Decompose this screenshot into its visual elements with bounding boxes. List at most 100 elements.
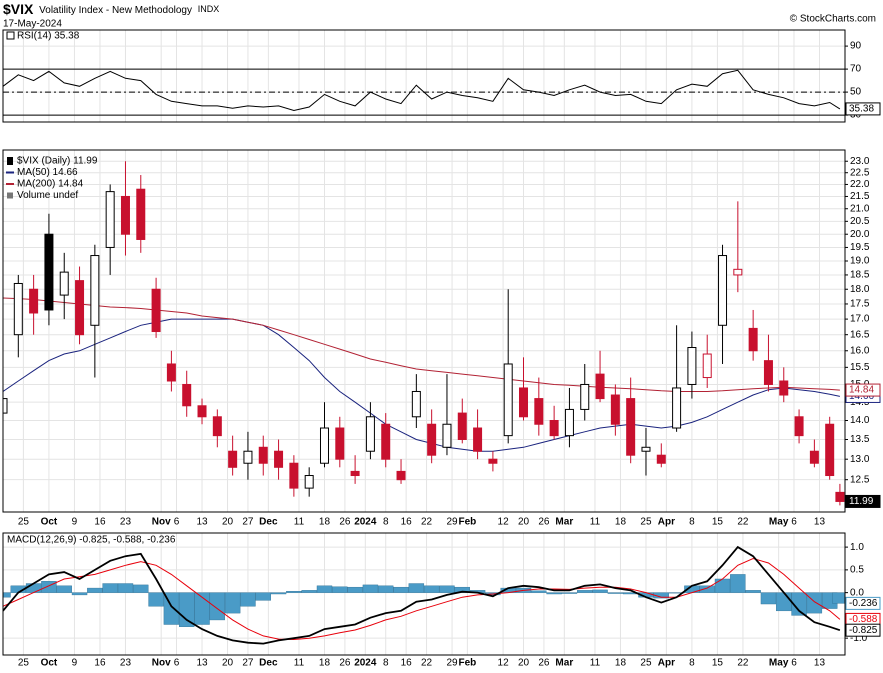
candle-body — [534, 398, 544, 425]
histogram-bar — [760, 592, 777, 605]
histogram-bar — [607, 592, 624, 594]
y-tick-label: 13.5 — [850, 434, 870, 445]
histogram-bar — [776, 592, 792, 612]
candle-body — [13, 282, 23, 336]
x-tick-label: Nov — [152, 658, 171, 669]
candle-body — [381, 423, 391, 460]
header: $VIX Volatility Index - New Methodology … — [3, 1, 219, 17]
x-tick-label: 20 — [222, 658, 234, 669]
histogram-bar — [832, 592, 845, 604]
x-tick-label: 6 — [174, 658, 180, 669]
histogram-bar — [25, 583, 42, 593]
x-tick-label: 25 — [640, 517, 652, 528]
y-tick-label: 18.0 — [850, 284, 870, 295]
x-tick-label: 8 — [689, 658, 695, 669]
candle-body — [626, 398, 636, 456]
y-tick-label: 19.5 — [850, 242, 870, 253]
candle-body — [835, 491, 845, 502]
candle-body — [825, 423, 835, 477]
x-tick-label: 11 — [590, 658, 601, 669]
histogram-bar — [531, 590, 547, 593]
x-tick-label: 8 — [383, 517, 389, 528]
y-tick-label: 0.0 — [850, 587, 864, 598]
y-tick-label: 22.0 — [850, 179, 870, 190]
histogram-bar — [87, 587, 103, 593]
histogram-bar — [133, 584, 149, 593]
candle-body — [182, 383, 192, 407]
x-tick-label: Oct — [41, 517, 58, 528]
x-tick-label: 22 — [421, 658, 433, 669]
histogram-bar — [347, 586, 363, 593]
x-tick-label: Mar — [555, 658, 573, 669]
x-tick-label: 15 — [712, 517, 724, 528]
y-tick-label: 17.0 — [850, 314, 870, 325]
x-tick-label: 23 — [120, 658, 132, 669]
histogram-bar — [117, 583, 134, 593]
legend-label: Volume undef — [17, 190, 78, 201]
legend-label: $VIX (Daily) 11.99 — [17, 156, 98, 167]
security-name: Volatility Index - New Methodology — [39, 5, 192, 16]
candle-body — [488, 458, 498, 464]
histogram-bar — [393, 586, 409, 593]
x-tick-label: May — [769, 517, 789, 528]
candle-body — [59, 271, 69, 296]
y-tick-label: 18.5 — [850, 270, 870, 281]
x-tick-label: 26 — [339, 658, 351, 669]
plot-area — [3, 30, 845, 122]
candle-body — [274, 450, 284, 468]
value-box — [845, 494, 881, 508]
value-box-label: 14.66 — [849, 391, 874, 402]
value-box — [845, 102, 881, 116]
x-tick-label: 6 — [791, 517, 797, 528]
x-tick-label: 20 — [518, 517, 530, 528]
candle-body — [718, 255, 728, 326]
legend-label: MA(200) 14.84 — [17, 179, 84, 190]
histogram-bar — [577, 590, 593, 593]
candle-body — [457, 412, 467, 440]
y-tick-label: 20.0 — [850, 229, 870, 240]
histogram-bar — [378, 585, 394, 593]
exchange: INDX — [198, 4, 220, 14]
x-tick-label: 13 — [814, 658, 826, 669]
x-tick-label: 11 — [294, 658, 305, 669]
plot-area — [3, 150, 845, 512]
series-line — [3, 557, 841, 641]
candle-body — [90, 255, 100, 326]
value-box-label: -0.588 — [849, 614, 878, 625]
histogram-bar — [316, 585, 333, 593]
x-tick-label: 27 — [242, 517, 254, 528]
candle-body — [794, 416, 804, 437]
histogram-bar — [301, 590, 317, 593]
histogram-bar — [179, 592, 195, 627]
candle-body — [151, 288, 161, 333]
x-tick-label: 9 — [72, 517, 78, 528]
y-tick-label: 14.0 — [850, 415, 870, 426]
x-tick-label: 25 — [18, 517, 30, 528]
candle-body — [748, 327, 758, 352]
symbol: $VIX — [3, 1, 34, 17]
histogram-bar — [730, 574, 746, 593]
histogram-bar — [71, 592, 88, 596]
histogram-bar — [408, 583, 425, 593]
x-tick-label: Apr — [658, 517, 675, 528]
candle-body — [243, 450, 253, 464]
histogram-bar — [745, 590, 761, 593]
histogram-bar — [454, 586, 470, 593]
y-tick-label: 13.0 — [850, 454, 870, 465]
histogram-bar — [102, 583, 118, 593]
candle-body — [258, 446, 268, 464]
x-tick-label: Apr — [658, 658, 675, 669]
candle-body — [396, 470, 406, 481]
candle-body — [166, 363, 176, 382]
histogram-bar — [791, 592, 807, 616]
series-line — [3, 545, 841, 645]
credit: © StockCharts.com — [790, 14, 876, 25]
candle-body — [809, 450, 819, 464]
x-tick-label: 23 — [120, 517, 132, 528]
x-tick-label: 20 — [518, 658, 530, 669]
x-tick-label: 26 — [538, 517, 550, 528]
candle-body — [580, 383, 590, 410]
candle-body — [44, 233, 54, 311]
candle-body — [75, 280, 85, 336]
